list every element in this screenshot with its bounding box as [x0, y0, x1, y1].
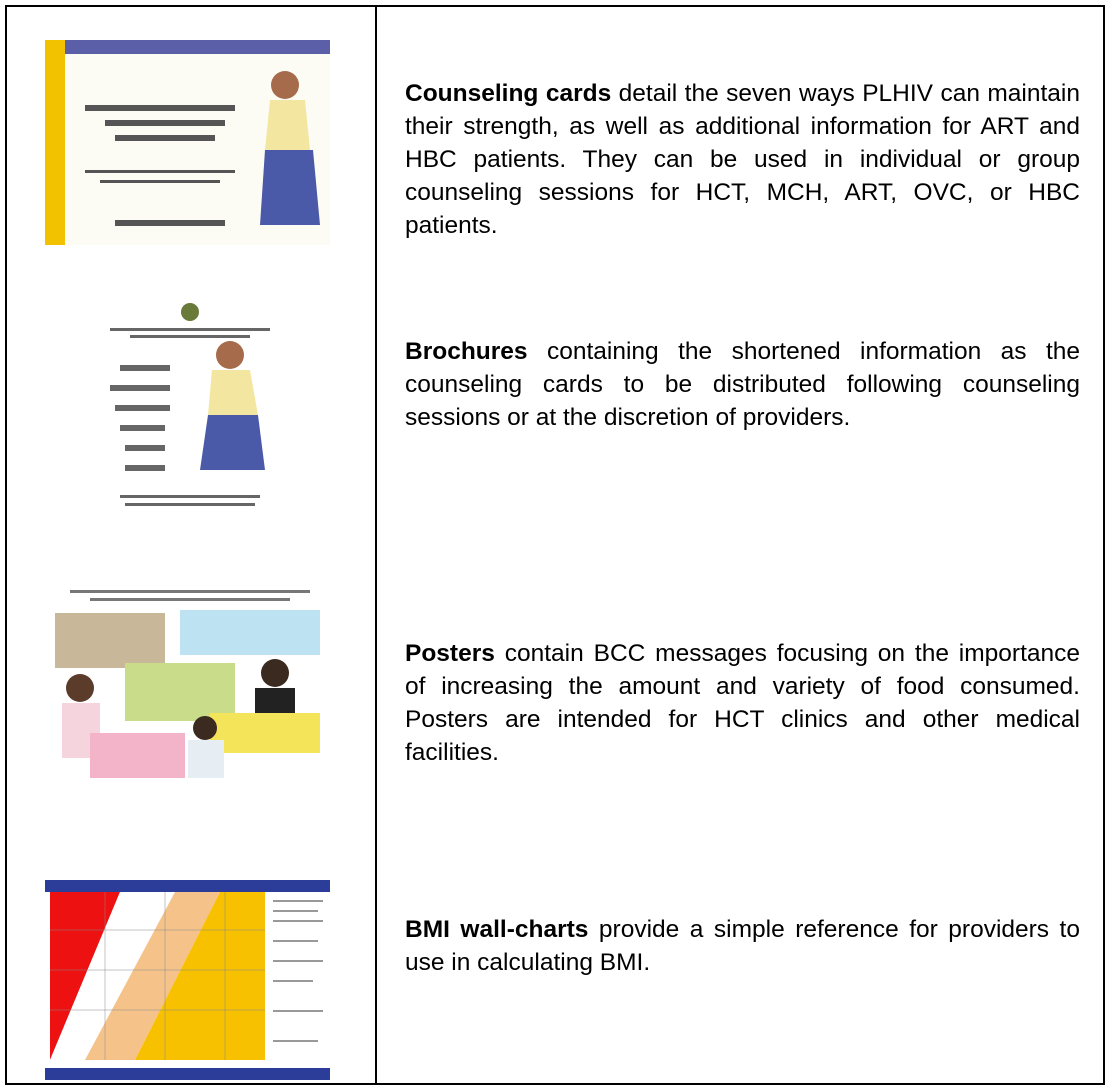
- row-text: Posters contain BCC messages focusing on…: [405, 637, 1080, 769]
- row-text: Counseling cards detail the seven ways P…: [405, 77, 1080, 242]
- poster-image: [55, 590, 320, 778]
- row-text: Brochures containing the shortened infor…: [405, 335, 1080, 434]
- brochure-image: [110, 303, 270, 506]
- term: Posters: [405, 640, 495, 667]
- description: detail the seven ways PLHIV can maintain…: [405, 80, 1080, 239]
- term: Counseling cards: [405, 80, 612, 107]
- table-frame: [5, 5, 1105, 1085]
- description: provide a simple reference for providers…: [405, 916, 1080, 976]
- row-text: BMI wall-charts provide a simple referen…: [405, 913, 1080, 979]
- description: contain BCC messages focusing on the imp…: [405, 640, 1080, 766]
- description: containing the shortened information as …: [405, 338, 1080, 431]
- term: BMI wall-charts: [405, 916, 589, 943]
- term: Brochures: [405, 338, 528, 365]
- counseling-card-image: [45, 40, 330, 245]
- bmi-chart-image: [45, 880, 330, 1080]
- column-divider: [375, 7, 377, 1083]
